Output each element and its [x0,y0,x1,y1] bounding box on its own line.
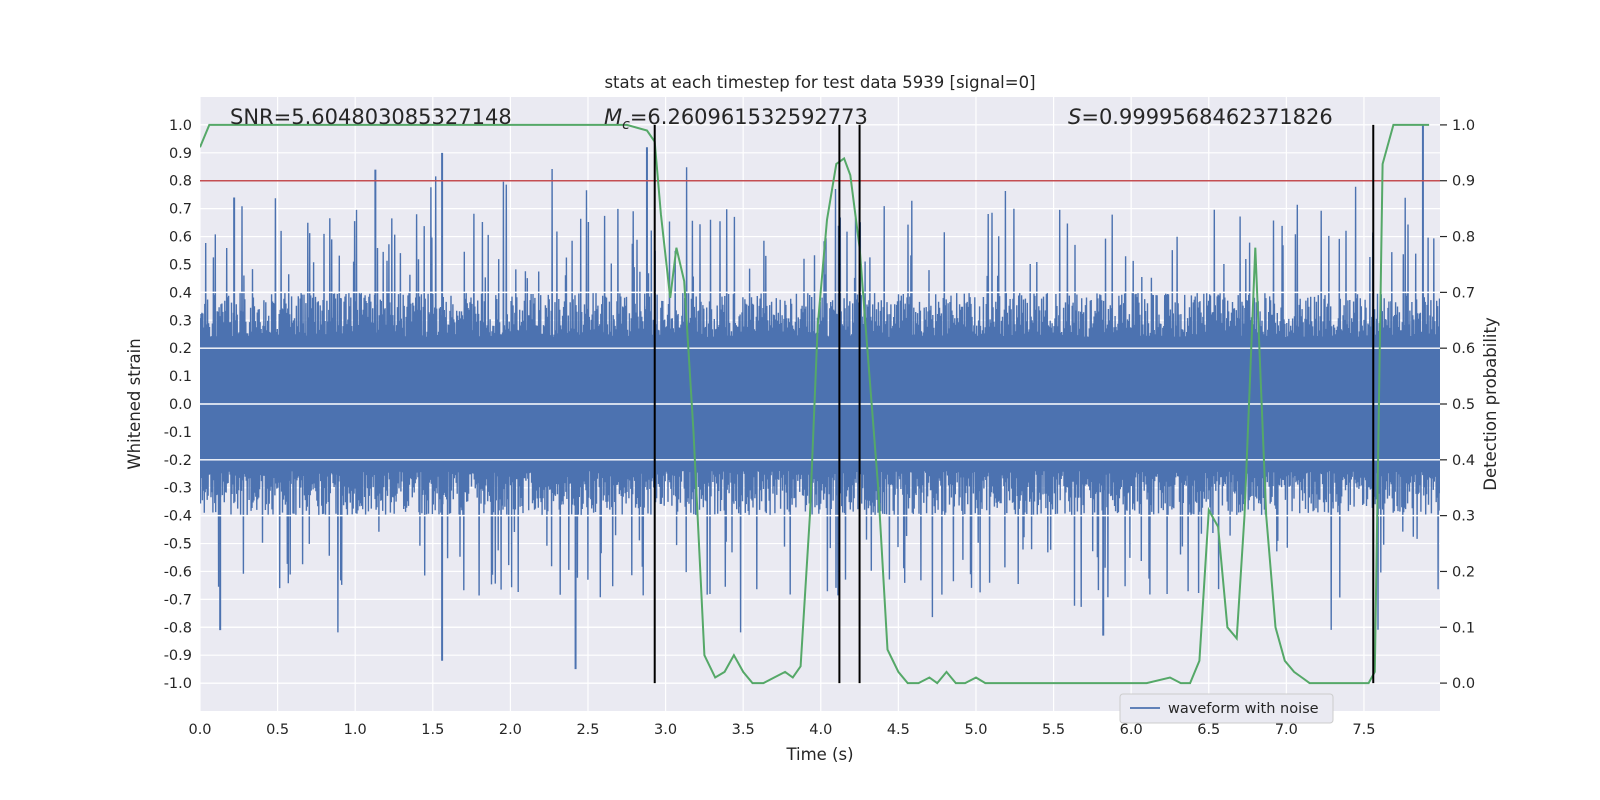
y2-axis-label: Detection probability [1481,317,1500,491]
detection-markers [653,124,1375,684]
y-tick-label: 0.0 [169,397,192,413]
x-tick-label: 3.0 [654,722,677,738]
y2-tick-label: 0.9 [1452,174,1475,190]
y-tick-label: -0.3 [164,481,192,497]
y2-tick-label: 0.6 [1452,341,1475,357]
x-tick-label: 4.5 [887,722,910,738]
y-tick-label: -0.2 [164,453,192,469]
snr-annotation: SNR=5.604803085327148 [230,105,512,129]
y2-tick-label: 0.1 [1452,620,1475,636]
x-tick-label: 7.0 [1275,722,1298,738]
y-tick-label: -0.7 [164,592,192,608]
y2-tick-label: 0.2 [1452,564,1475,580]
y-tick-label: -0.6 [164,564,192,580]
probability-line [200,123,1430,685]
chirp-mass-annotation: Mc=6.260961532592773 [604,105,868,133]
y-axis-ticks: 1.0 0.9 0.8 0.7 0.6 0.5 0.4 0.3 0.2 0.1 0.0 -0.1 -0.… [164,118,192,692]
x-tick-label: 0.5 [266,722,289,738]
x-tick-label: 6.0 [1120,722,1143,738]
y-axis-label: Whitened strain [125,338,144,469]
mc-symbol: M [604,105,622,129]
waveform-series [200,124,1440,670]
y-tick-label: -0.5 [164,537,192,553]
y2-tick-label: 0.4 [1452,453,1475,469]
y-tick-label: 1.0 [169,118,192,134]
score-annotation: S=0.9999568462371826 [1068,105,1333,129]
y-tick-label: -0.4 [164,509,192,525]
x-tick-label: 0.0 [188,722,211,738]
probability-series [200,123,1430,685]
x-axis-label: Time (s) [785,745,853,764]
y-tick-label: -1.0 [164,676,192,692]
y-tick-label: 0.8 [169,174,192,190]
s-value: =0.9999568462371826 [1081,105,1332,129]
y2-tick-label: 0.3 [1452,509,1475,525]
x-tick-label: 5.0 [964,722,987,738]
y-tick-label: 0.4 [169,285,192,301]
y2-axis-ticks: 1.0 0.9 0.8 0.7 0.6 0.5 0.4 0.3 0.2 0.1 0.0 [1440,118,1475,692]
x-tick-label: 4.0 [809,722,832,738]
y-tick-label: -0.1 [164,425,192,441]
x-axis-ticks: 0.0 0.5 1.0 1.5 2.0 2.5 3.0 3.5 4.0 4.5 5.0 5.5 6.0 6… [188,722,1375,738]
y2-tick-label: 0.0 [1452,676,1475,692]
x-tick-label: 1.5 [421,722,444,738]
legend: waveform with noise [1119,693,1334,724]
x-tick-label: 3.5 [732,722,755,738]
x-tick-label: 2.0 [499,722,522,738]
x-tick-label: 5.5 [1042,722,1065,738]
x-tick-label: 2.5 [576,722,599,738]
y-tick-label: -0.9 [164,648,192,664]
s-symbol: S [1068,105,1081,129]
y-tick-label: 0.2 [169,341,192,357]
y2-tick-label: 1.0 [1452,118,1475,134]
y2-tick-label: 0.8 [1452,230,1475,246]
x-tick-label: 1.0 [344,722,367,738]
y-tick-label: 0.3 [169,313,192,329]
legend-box [1119,693,1334,724]
legend-label: waveform with noise [1168,701,1319,717]
chart-title: stats at each timestep for test data 593… [604,73,1035,92]
y2-tick-label: 0.7 [1452,285,1475,301]
mc-subscript: c [622,117,630,133]
y-tick-label: 0.1 [169,369,192,385]
y2-tick-label: 0.5 [1452,397,1475,413]
y-tick-label: 0.9 [169,146,192,162]
x-tick-label: 6.5 [1197,722,1220,738]
y-tick-label: 0.5 [169,257,192,273]
y-tick-label: 0.7 [169,202,192,218]
mc-value: =6.260961532592773 [630,105,868,129]
y-tick-label: 0.6 [169,230,192,246]
x-tick-label: 7.5 [1352,722,1375,738]
y-tick-label: -0.8 [164,620,192,636]
